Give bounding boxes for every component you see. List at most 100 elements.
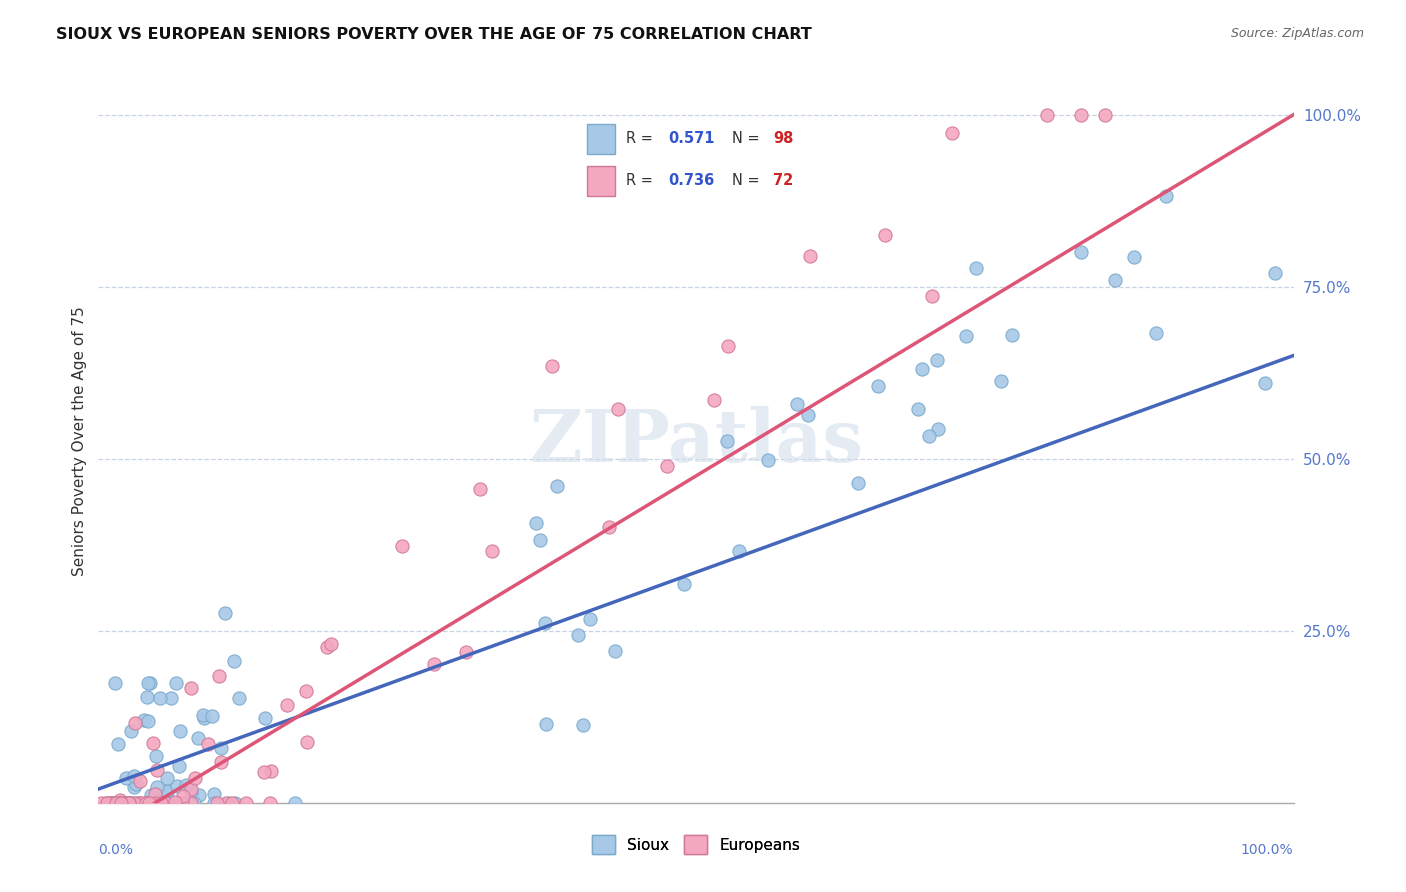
Point <box>1036 108 1059 122</box>
Point <box>124 796 146 810</box>
Point <box>529 533 551 547</box>
Point <box>578 612 600 626</box>
Point <box>202 796 225 810</box>
Point <box>921 288 943 302</box>
Point <box>124 716 146 731</box>
Point <box>129 796 152 810</box>
Point <box>209 740 232 755</box>
Point <box>96 796 118 810</box>
Point <box>180 781 202 796</box>
Point <box>717 339 740 353</box>
Point <box>728 543 751 558</box>
Point <box>155 796 177 810</box>
Point <box>191 708 214 723</box>
Point <box>188 788 211 802</box>
Point <box>756 453 779 467</box>
Point <box>224 654 246 668</box>
Point <box>96 796 118 810</box>
Point <box>136 796 159 810</box>
FancyBboxPatch shape <box>588 166 614 195</box>
Point <box>546 479 568 493</box>
Point <box>98 796 121 810</box>
Point <box>284 796 307 810</box>
Point <box>143 787 166 801</box>
Point <box>166 796 188 810</box>
Point <box>118 796 141 810</box>
Point <box>122 769 145 783</box>
Point <box>146 780 169 794</box>
Point <box>141 788 163 802</box>
Point <box>152 796 174 810</box>
Point <box>160 691 183 706</box>
Point <box>276 698 298 712</box>
Point <box>253 764 276 779</box>
Point <box>120 723 142 738</box>
Point <box>173 796 195 810</box>
Point <box>135 796 157 810</box>
Point <box>105 796 128 810</box>
Text: N =: N = <box>731 173 763 188</box>
Point <box>703 392 725 407</box>
Point <box>1001 328 1024 343</box>
Point <box>294 684 316 698</box>
Point <box>110 796 132 810</box>
Point <box>1094 108 1116 122</box>
Point <box>253 711 276 725</box>
Point <box>786 396 808 410</box>
Point <box>145 749 167 764</box>
Point <box>235 796 257 810</box>
Text: 98: 98 <box>773 131 794 146</box>
Point <box>142 736 165 750</box>
Point <box>94 796 117 810</box>
Point <box>607 402 630 417</box>
Point <box>657 459 679 474</box>
Point <box>125 777 148 791</box>
Point <box>122 796 145 810</box>
Text: Source: ZipAtlas.com: Source: ZipAtlas.com <box>1230 27 1364 40</box>
Point <box>120 796 142 810</box>
Point <box>183 771 205 785</box>
Point <box>183 796 205 810</box>
Point <box>873 227 896 242</box>
Point <box>1154 189 1177 203</box>
Point <box>150 792 173 806</box>
Point <box>423 657 446 671</box>
Point <box>128 796 150 810</box>
Point <box>139 676 162 690</box>
Point <box>165 795 187 809</box>
Point <box>136 690 159 704</box>
Point <box>319 637 342 651</box>
Point <box>156 771 179 785</box>
Point <box>941 126 963 140</box>
Point <box>481 544 503 558</box>
Point <box>541 359 564 373</box>
Point <box>122 780 145 795</box>
Point <box>110 796 132 810</box>
Text: R =: R = <box>626 173 658 188</box>
Legend: Sioux, Europeans: Sioux, Europeans <box>586 830 806 860</box>
Point <box>598 519 620 533</box>
Point <box>108 793 131 807</box>
Point <box>221 796 243 810</box>
Point <box>193 711 215 725</box>
Point <box>217 796 239 810</box>
Point <box>990 374 1012 388</box>
Point <box>172 796 194 810</box>
Point <box>799 249 821 263</box>
Point <box>134 713 156 727</box>
Point <box>868 378 890 392</box>
Point <box>716 434 738 449</box>
Point <box>1264 266 1286 280</box>
Point <box>911 362 934 376</box>
Point <box>172 789 194 803</box>
Text: N =: N = <box>731 131 763 146</box>
Point <box>907 401 929 416</box>
Point <box>107 737 129 751</box>
Point <box>201 709 224 723</box>
Point <box>259 796 281 810</box>
Point <box>955 329 977 343</box>
Point <box>180 796 202 810</box>
Point <box>136 675 159 690</box>
Point <box>965 261 987 276</box>
Point <box>118 796 141 810</box>
